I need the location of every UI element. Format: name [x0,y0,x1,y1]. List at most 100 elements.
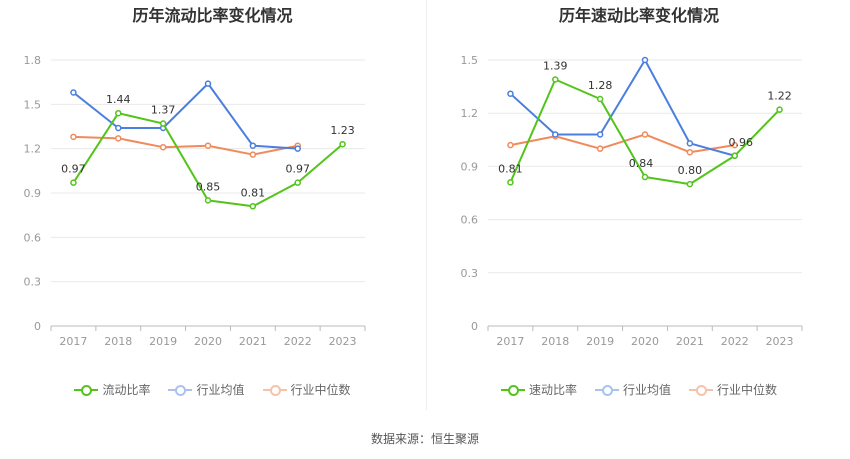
data-point [686,148,694,156]
data-point [552,131,559,138]
x-tick-label: 2019 [586,335,614,348]
x-tick-label: 2018 [104,335,132,348]
chart-plot-area: 0 0.3 0.6 0.9 1.2 1.5 2017 2018 2019 2020 2021 2022… [461,54,803,348]
legend-swatch-icon [500,384,525,396]
y-tick-label: 0.9 [461,160,479,173]
legend-item-primary[interactable]: 流动比率 [74,381,150,398]
data-point [339,140,346,148]
data-point [507,141,514,149]
y-tick-label: 1.2 [24,143,42,156]
chart-legend: 速动比率 行业均值 行业中位数 [428,381,850,398]
series-line-industry-avg [509,59,735,157]
y-tick-label: 1.5 [461,54,479,67]
data-label: 1.23 [330,124,355,137]
data-point [204,80,212,87]
data-point [596,95,604,103]
data-label: 1.28 [588,79,613,92]
legend-label: 行业中位数 [290,383,351,397]
data-point [204,142,212,149]
x-tick-label: 2018 [541,335,569,348]
x-tick-label: 2019 [149,335,177,348]
chart-legend: 流动比率 行业均值 行业中位数 [0,381,425,398]
legend-swatch-icon [168,384,193,396]
y-tick-label: 0 [34,320,41,333]
y-tick-label: 0.6 [461,214,479,227]
data-point [204,197,212,204]
legend-swatch-icon [689,384,713,396]
y-tick-label: 0 [471,320,478,333]
data-point [249,203,257,210]
data-point [596,145,604,152]
x-tick-label: 2022 [284,335,312,348]
chart-panel-current-ratio: 历年流动比率变化情况 0 0.3 0.6 0.9 1.2 1.5 1.8 2017 2018 20… [0,0,425,410]
data-point [552,76,559,83]
y-tick-label: 1.8 [24,54,42,67]
data-label: 0.81 [241,186,266,199]
series-line-industry-median [510,133,735,154]
y-tick-label: 1.5 [24,98,42,111]
chart-plot-area: 0 0.3 0.6 0.9 1.2 1.5 1.8 2017 2018 2019 2020 2021 2… [24,54,366,348]
data-point [731,152,738,160]
data-point [294,145,301,152]
data-point [776,106,783,113]
data-label: 0.84 [629,157,654,170]
x-tick-label: 2023 [329,335,357,348]
x-tick-label: 2021 [676,335,704,348]
legend-swatch-icon [594,384,619,396]
legend-label: 速动比率 [528,383,577,397]
data-label: 0.97 [285,163,310,176]
data-point [686,140,694,147]
y-tick-label: 0.9 [24,187,42,200]
series-line-industry-avg [72,82,298,150]
data-point [70,133,77,141]
data-label: 1.22 [767,90,792,103]
legend-swatch-icon [74,384,99,396]
data-point [507,90,514,97]
data-label: 1.39 [543,60,568,73]
x-tick-label: 2023 [766,335,794,348]
series-line-industry-median [73,135,298,156]
chart-title: 历年流动比率变化情况 [132,6,293,25]
legend-item-industry-avg[interactable]: 行业均值 [594,381,671,398]
data-label: 0.96 [728,136,753,149]
legend-label: 行业均值 [196,383,245,397]
legend-item-primary[interactable]: 速动比率 [500,381,577,398]
data-point [507,179,514,186]
data-point [159,143,167,151]
data-point [115,135,122,142]
data-point [115,124,122,132]
data-point [686,180,694,188]
x-tick-label: 2017 [496,335,524,348]
data-point [159,120,167,127]
data-point [294,179,301,186]
data-label: 0.80 [678,164,703,177]
data-label: 1.37 [151,104,176,117]
data-point [249,142,257,149]
x-tick-label: 2020 [194,335,222,348]
panel-divider [426,0,427,410]
y-tick-label: 0.3 [461,267,479,280]
legend-item-industry-median[interactable]: 行业中位数 [689,381,777,398]
data-point [70,89,77,96]
data-label: 0.85 [196,180,221,193]
legend-item-industry-median[interactable]: 行业中位数 [262,381,351,398]
y-tick-label: 0.3 [24,276,42,289]
data-point [641,131,649,138]
x-tick-label: 2017 [59,335,87,348]
x-tick-label: 2022 [721,335,749,348]
data-source-note: 数据来源：恒生聚源 [370,432,479,446]
x-tick-label: 2021 [239,335,267,348]
legend-label: 行业中位数 [717,383,778,397]
data-point [249,151,257,158]
y-tick-label: 1.2 [461,107,479,120]
data-label: 0.81 [498,162,523,175]
data-point [70,179,77,186]
legend-swatch-icon [262,384,287,396]
legend-item-industry-avg[interactable]: 行业均值 [168,381,245,398]
y-tick-label: 0.6 [24,231,42,244]
data-label: 0.97 [61,163,86,176]
data-point [596,131,604,138]
data-point [641,56,649,64]
legend-label: 行业均值 [622,383,671,397]
data-label: 1.44 [106,93,131,106]
